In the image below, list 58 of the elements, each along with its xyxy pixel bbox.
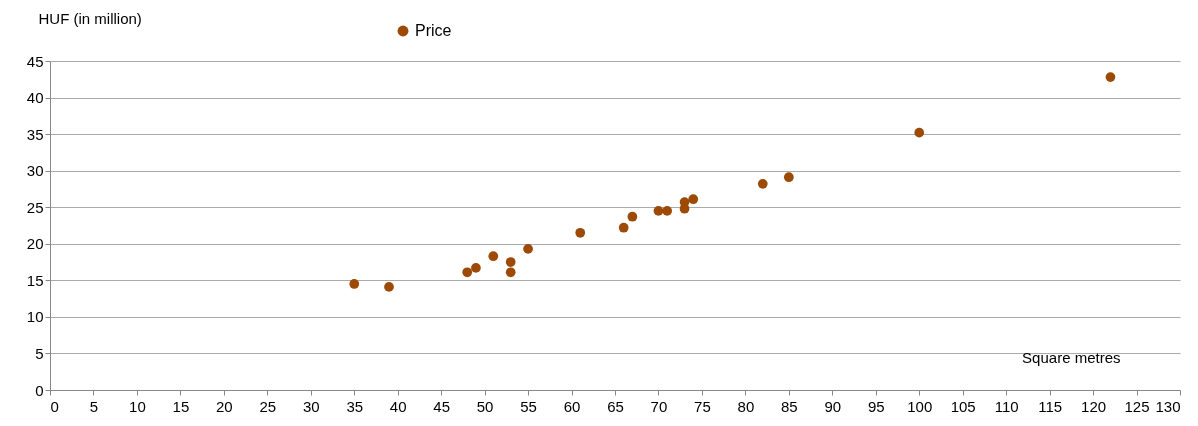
y-tick-label: 25 [26,198,44,216]
point [1105,72,1116,82]
y-tick-label: 35 [26,125,44,143]
y-tick-label: 0 [35,381,44,399]
point [523,244,533,254]
x-tick-label: 40 [389,397,407,415]
point [653,206,664,216]
x-tick-label: 80 [737,397,755,415]
y-tick-label: 10 [26,308,44,326]
x-tick-label: 15 [172,397,190,415]
x-tick-label: 25 [259,397,277,415]
y-tick-label: 45 [26,52,44,70]
point [662,206,673,216]
x-axis-title: Square metres [1022,348,1121,366]
point [575,227,586,238]
point [505,257,516,267]
x-tick-label: 45 [433,397,450,415]
x-tick-label: 125 [1124,397,1150,415]
x-tick-label: 85 [781,397,798,415]
point [914,127,925,138]
point [462,267,473,278]
y-tick-label: 30 [26,162,44,180]
point [488,251,499,262]
point [505,267,516,278]
x-tick-label: 110 [994,397,1019,415]
point [618,222,629,233]
point [783,172,794,183]
x-tick-label: 65 [607,397,624,415]
x-tick-label: 90 [824,397,842,415]
point [471,263,481,273]
y-tick-label: 5 [35,344,44,362]
y-tick-label: 20 [26,235,44,253]
x-tick-label: 70 [650,397,668,415]
y-axis-title: HUF (in million) [38,9,142,27]
y-tick-label: 15 [26,271,44,289]
x-tick-label: 60 [563,397,581,415]
point [384,282,394,292]
x-tick-label: 120 [1081,397,1107,415]
x-tick-label: 20 [216,397,233,415]
legend-label: Price [415,22,452,39]
x-tick-label: 115 [1038,397,1063,415]
x-tick-label: 75 [694,397,711,415]
point [349,279,360,289]
x-tick-label: 95 [867,397,885,415]
x-tick-label: 5 [89,397,99,415]
x-tick-label: 130 [1155,397,1181,415]
x-tick-label: 55 [520,397,537,415]
x-tick-label: 35 [346,397,364,415]
point [627,211,638,222]
x-tick-label: 105 [950,397,976,415]
x-tick-label: 0 [50,397,59,415]
x-tick-label: 50 [476,397,494,415]
x-tick-label: 10 [129,397,146,415]
point [688,194,699,205]
x-tick-label: 100 [907,397,933,415]
x-tick-label: 30 [302,397,320,415]
y-tick-label: 40 [26,89,44,107]
point [757,178,768,189]
